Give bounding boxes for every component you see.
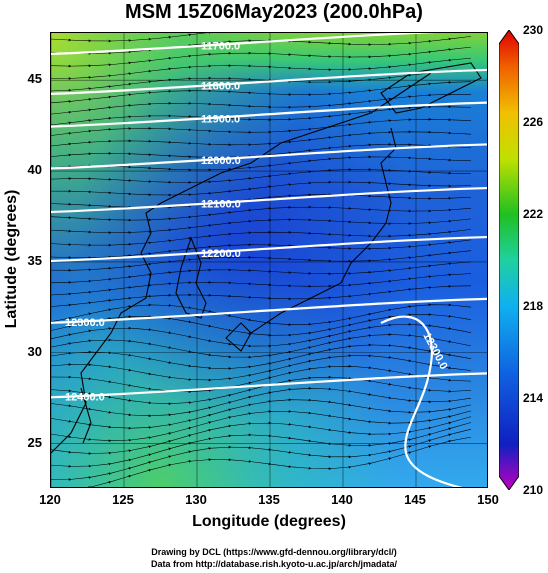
contour-line-closed xyxy=(380,315,463,487)
colorbar-tick-label: 230 xyxy=(523,23,544,37)
x-tick-label: 120 xyxy=(39,492,61,507)
colorbar xyxy=(499,30,519,490)
x-tick-label: 145 xyxy=(404,492,426,507)
colorbar-tick-label: 214 xyxy=(523,391,544,405)
contour-label: 11700.0 xyxy=(201,41,240,53)
contour-line xyxy=(51,235,487,263)
y-tick-label: 45 xyxy=(27,71,42,87)
contour-label: 12100.0 xyxy=(201,199,241,211)
credit-data: Data from http://database.rish.kyoto-u.a… xyxy=(150,559,398,569)
contour-label: 12400.0 xyxy=(65,392,105,404)
contour-line xyxy=(51,143,487,170)
contour-line xyxy=(51,297,487,324)
contour-label: 12000.0 xyxy=(201,155,241,167)
x-tick-label: 150 xyxy=(477,492,499,507)
map-svg: 11700.0 11800.0 11900.0 12000.0 12100.0 12200… xyxy=(51,33,487,487)
contour-label: 12200.0 xyxy=(201,248,241,260)
contour-label: 11900.0 xyxy=(201,113,240,125)
map-plot-area: 11700.0 11800.0 11900.0 12000.0 12100.0 12200… xyxy=(50,32,488,488)
credit-drawing: Drawing by DCL (https://www.gfd-dennou.o… xyxy=(151,547,397,557)
colorbar-tick-label: 210 xyxy=(523,483,544,497)
colorbar-tick-label: 226 xyxy=(523,115,544,129)
streamline xyxy=(68,436,472,487)
coastline xyxy=(51,62,482,454)
y-tick-label: 40 xyxy=(27,162,42,178)
map-title: MSM 15Z06May2023 (200.0hPa) xyxy=(125,1,423,23)
contour-line xyxy=(51,186,487,214)
streamline xyxy=(51,155,472,172)
cold-core xyxy=(51,33,487,487)
contour-line xyxy=(51,372,487,399)
x-tick-label: 135 xyxy=(258,492,280,507)
y-tick-label: 35 xyxy=(27,252,42,268)
contour-line xyxy=(51,68,487,95)
x-tick-label: 125 xyxy=(112,492,134,507)
streamline xyxy=(51,284,472,307)
y-tick-label: 30 xyxy=(27,343,42,359)
contour-line xyxy=(51,33,437,55)
contour-line xyxy=(51,101,487,128)
colorbar-tick-label: 218 xyxy=(523,299,544,313)
y-axis-label: Latitude (degrees) xyxy=(3,189,20,329)
wind-streamlines xyxy=(51,33,472,487)
x-tick-label: 130 xyxy=(185,492,207,507)
x-tick-label: 140 xyxy=(331,492,353,507)
contour-label: 12300.0 xyxy=(65,317,105,329)
contour-label: 11800.0 xyxy=(201,81,240,93)
x-axis-label: Longitude (degrees) xyxy=(192,513,346,530)
colorbar-tick-label: 222 xyxy=(523,207,544,221)
y-tick-label: 25 xyxy=(27,434,42,450)
